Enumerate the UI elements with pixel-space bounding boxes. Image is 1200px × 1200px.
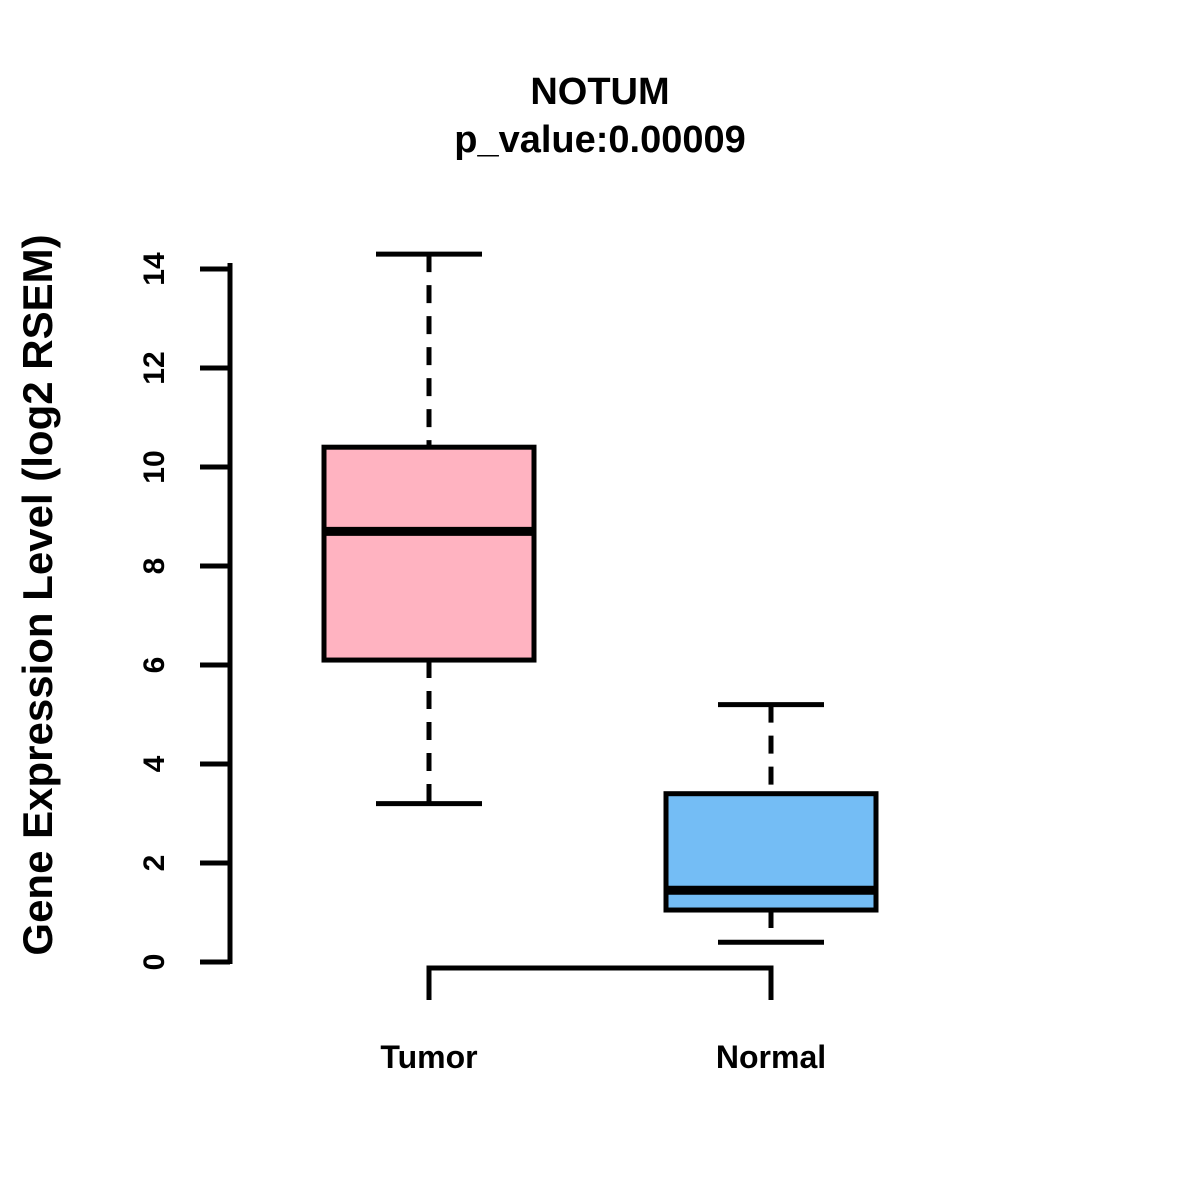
x-axis-bracket-line bbox=[426, 965, 774, 1000]
y-tick-label-8: 8 bbox=[138, 558, 171, 575]
x-axis-bracket bbox=[426, 965, 774, 1000]
y-tick-label-14: 14 bbox=[138, 252, 171, 286]
boxplot-normal bbox=[663, 702, 879, 945]
y-tick-label-12: 12 bbox=[138, 351, 171, 384]
y-tick-label-6: 6 bbox=[138, 657, 171, 674]
box-group bbox=[321, 251, 879, 945]
group-label-tumor: Tumor bbox=[380, 1039, 477, 1075]
y-tick-label-2: 2 bbox=[138, 855, 171, 872]
y-axis: 0 2 4 6 8 10 12 14 bbox=[138, 252, 233, 971]
group-label-normal: Normal bbox=[716, 1039, 826, 1075]
y-tick-label-10: 10 bbox=[138, 450, 171, 483]
boxplot-tumor bbox=[321, 251, 537, 807]
p-value-subtitle: p_value:0.00009 bbox=[454, 119, 746, 161]
group-labels: Tumor Normal bbox=[380, 1039, 826, 1075]
iqr-box-tumor bbox=[321, 444, 537, 663]
y-axis-label: Gene Expression Level (log2 RSEM) bbox=[14, 234, 61, 955]
y-tick-label-4: 4 bbox=[138, 755, 171, 772]
y-tick-label-0: 0 bbox=[138, 954, 171, 971]
chart-title: NOTUM bbox=[530, 71, 669, 113]
